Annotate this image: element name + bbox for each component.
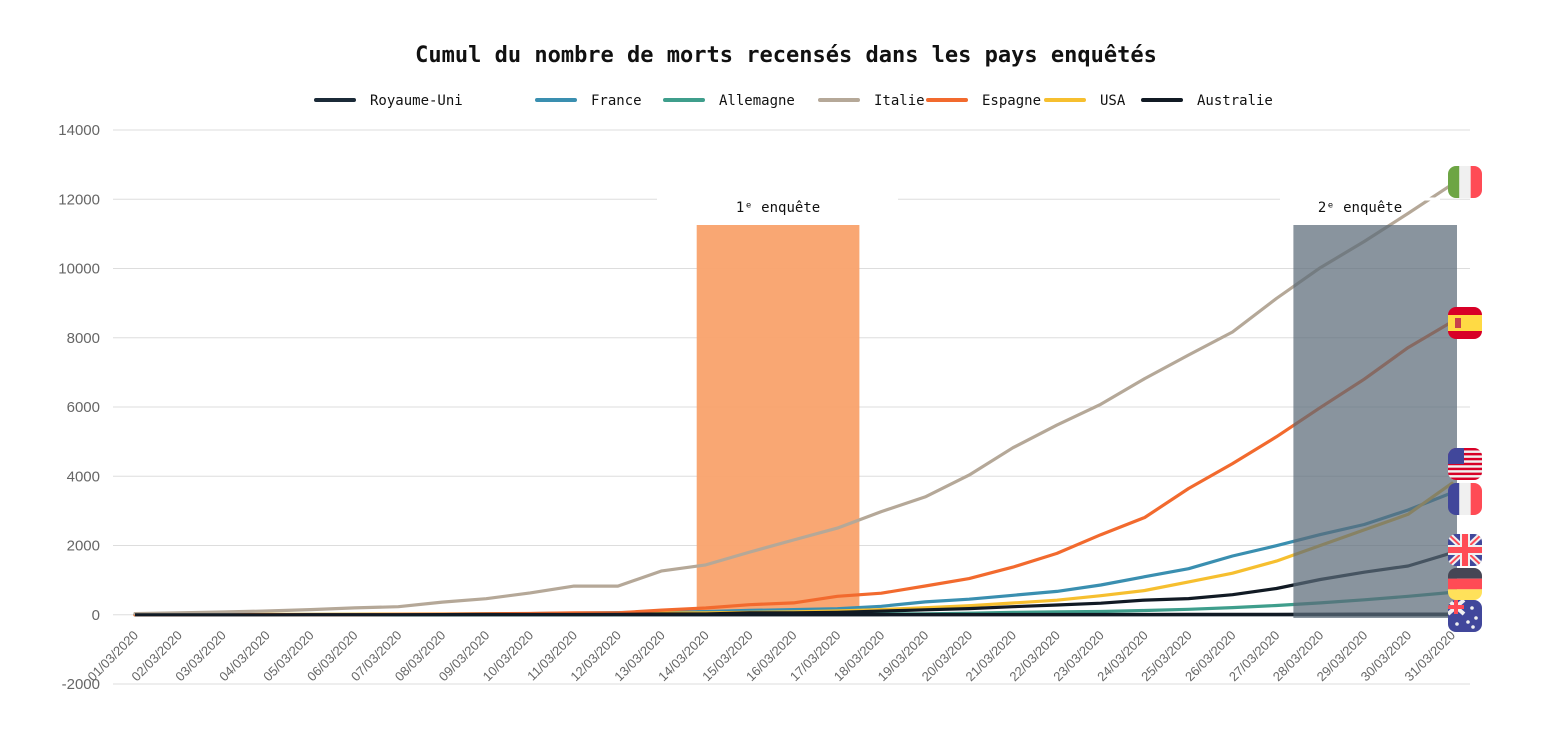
y-axis: 14000 12000 10000 8000 6000 4000 2000 0 -2000 — [58, 122, 100, 693]
germany-flag-icon — [1448, 568, 1482, 600]
survey-1-rect — [696, 225, 860, 615]
chart-title: Cumul du nombre de morts recensés dans l… — [415, 43, 1157, 68]
y-tick-label: 14000 — [58, 122, 100, 139]
y-tick-label: 10000 — [58, 261, 100, 278]
legend-label: France — [591, 93, 642, 109]
y-tick-label: -2000 — [62, 676, 100, 693]
y-tick-label: 12000 — [58, 191, 100, 208]
y-tick-label: 6000 — [67, 399, 100, 416]
france-flag-icon — [1448, 483, 1482, 515]
series-lines — [133, 182, 1454, 617]
spain-flag-icon — [1448, 307, 1482, 339]
survey-2-rect — [1293, 225, 1457, 618]
legend-label: Royaume-Uni — [370, 93, 463, 109]
x-axis: 01/03/202002/03/202003/03/202004/03/2020… — [84, 628, 1458, 685]
uk-flag-icon — [1448, 534, 1482, 566]
italy-flag-icon — [1448, 166, 1482, 198]
survey-1-band: 1ᵉ enquête — [657, 197, 898, 615]
legend-label: Italie — [874, 93, 925, 109]
legend-label: Australie — [1197, 93, 1273, 109]
australia-flag-icon — [1448, 600, 1482, 632]
survey-1-label: 1ᵉ enquête — [736, 200, 820, 216]
y-tick-label: 0 — [92, 607, 100, 624]
legend-label: USA — [1100, 93, 1126, 109]
survey-2-band: 2ᵉ enquête — [1280, 197, 1457, 618]
usa-flag-icon — [1448, 448, 1482, 480]
legend-label: Espagne — [982, 93, 1041, 109]
series-line-royaume-uni-cumul — [135, 551, 1453, 617]
legend: Royaume-Uni France Allemagne Italie Espagne U… — [314, 93, 1273, 109]
y-tick-label: 2000 — [67, 538, 100, 555]
flag-markers — [1448, 166, 1482, 632]
survey-2-label: 2ᵉ enquête — [1318, 200, 1402, 216]
y-tick-label: 8000 — [67, 330, 100, 347]
y-tick-label: 4000 — [67, 468, 100, 485]
legend-label: Allemagne — [719, 93, 795, 109]
series-line-italie — [133, 182, 1454, 616]
